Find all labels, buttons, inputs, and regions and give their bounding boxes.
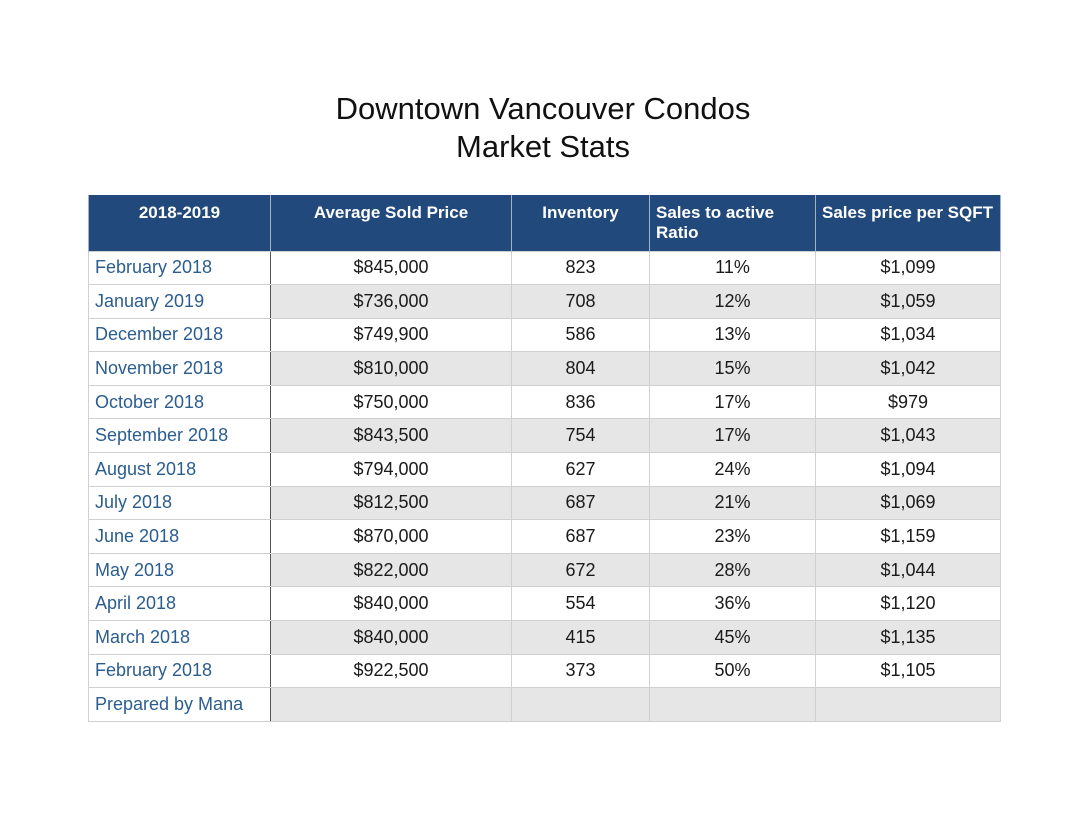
table-row: February 2018 $922,500 373 50% $1,105 — [88, 653, 1001, 689]
average-sold-price-cell: $822,000 — [270, 552, 512, 588]
month-cell: September 2018 — [88, 418, 271, 454]
column-header-period: 2018-2019 — [88, 195, 271, 251]
average-sold-price-cell: $845,000 — [270, 250, 512, 286]
table-row: November 2018 $810,000 804 15% $1,042 — [88, 351, 1001, 386]
column-header-inventory: Inventory — [511, 195, 650, 251]
month-cell: July 2018 — [88, 485, 271, 521]
sales-price-per-sqft-cell: $1,059 — [815, 284, 1001, 319]
sales-price-per-sqft-cell: $1,042 — [815, 351, 1001, 386]
month-cell: November 2018 — [88, 351, 271, 386]
month-cell: June 2018 — [88, 519, 271, 554]
inventory-cell: 804 — [511, 351, 650, 386]
sales-to-active-ratio-cell: 24% — [649, 452, 816, 487]
empty-cell — [815, 687, 1001, 722]
column-header-sales-to-active-ratio: Sales to active Ratio — [649, 195, 816, 251]
sales-to-active-ratio-cell: 23% — [649, 519, 816, 554]
sales-to-active-ratio-cell: 21% — [649, 485, 816, 521]
table-body: February 2018 $845,000 823 11% $1,099 January… — [88, 250, 1001, 722]
average-sold-price-cell: $843,500 — [270, 418, 512, 454]
month-cell: February 2018 — [88, 653, 271, 689]
month-cell: August 2018 — [88, 452, 271, 487]
sales-price-per-sqft-cell: $1,120 — [815, 586, 1001, 622]
footer-row: Prepared by Mana — [88, 687, 1001, 722]
table-row: September 2018 $843,500 754 17% $1,043 — [88, 418, 1001, 454]
inventory-cell: 586 — [511, 317, 650, 353]
average-sold-price-cell: $810,000 — [270, 351, 512, 386]
chart-title: Downtown Vancouver Condos Market Stats — [0, 90, 1086, 166]
month-cell: October 2018 — [88, 384, 271, 420]
average-sold-price-cell: $749,900 — [270, 317, 512, 353]
inventory-cell: 708 — [511, 284, 650, 319]
month-cell: April 2018 — [88, 586, 271, 622]
month-cell: March 2018 — [88, 620, 271, 655]
average-sold-price-cell: $922,500 — [270, 653, 512, 689]
month-cell: December 2018 — [88, 317, 271, 353]
month-cell: May 2018 — [88, 552, 271, 588]
average-sold-price-cell: $840,000 — [270, 586, 512, 622]
sales-price-per-sqft-cell: $1,044 — [815, 552, 1001, 588]
column-header-sales-price-per-sqft: Sales price per SQFT — [815, 195, 1001, 251]
sales-to-active-ratio-cell: 17% — [649, 418, 816, 454]
sales-price-per-sqft-cell: $979 — [815, 384, 1001, 420]
empty-cell — [270, 687, 512, 722]
table-row: May 2018 $822,000 672 28% $1,044 — [88, 552, 1001, 588]
inventory-cell: 373 — [511, 653, 650, 689]
sales-price-per-sqft-cell: $1,105 — [815, 653, 1001, 689]
month-cell: January 2019 — [88, 284, 271, 319]
table-row: October 2018 $750,000 836 17% $979 — [88, 384, 1001, 420]
sales-price-per-sqft-cell: $1,099 — [815, 250, 1001, 286]
average-sold-price-cell: $870,000 — [270, 519, 512, 554]
empty-cell — [649, 687, 816, 722]
average-sold-price-cell: $840,000 — [270, 620, 512, 655]
average-sold-price-cell: $750,000 — [270, 384, 512, 420]
table-row: June 2018 $870,000 687 23% $1,159 — [88, 519, 1001, 554]
sales-to-active-ratio-cell: 12% — [649, 284, 816, 319]
average-sold-price-cell: $794,000 — [270, 452, 512, 487]
title-line-2: Market Stats — [456, 129, 630, 164]
sales-to-active-ratio-cell: 17% — [649, 384, 816, 420]
table-row: December 2018 $749,900 586 13% $1,034 — [88, 317, 1001, 353]
inventory-cell: 687 — [511, 485, 650, 521]
market-stats-table: 2018-2019 Average Sold Price Inventory S… — [88, 195, 1001, 722]
empty-cell — [511, 687, 650, 722]
table-row: April 2018 $840,000 554 36% $1,120 — [88, 586, 1001, 622]
sales-to-active-ratio-cell: 28% — [649, 552, 816, 588]
sales-price-per-sqft-cell: $1,034 — [815, 317, 1001, 353]
table-row: August 2018 $794,000 627 24% $1,094 — [88, 452, 1001, 487]
inventory-cell: 754 — [511, 418, 650, 454]
table-row: January 2019 $736,000 708 12% $1,059 — [88, 284, 1001, 319]
header-row: 2018-2019 Average Sold Price Inventory S… — [88, 195, 1001, 251]
sales-to-active-ratio-cell: 36% — [649, 586, 816, 622]
sales-to-active-ratio-cell: 13% — [649, 317, 816, 353]
inventory-cell: 823 — [511, 250, 650, 286]
table-header: 2018-2019 Average Sold Price Inventory S… — [88, 195, 1001, 251]
month-cell: February 2018 — [88, 250, 271, 286]
sales-price-per-sqft-cell: $1,043 — [815, 418, 1001, 454]
inventory-cell: 836 — [511, 384, 650, 420]
sales-price-per-sqft-cell: $1,094 — [815, 452, 1001, 487]
sales-to-active-ratio-cell: 11% — [649, 250, 816, 286]
title-line-1: Downtown Vancouver Condos — [335, 91, 751, 126]
prepared-by-label: Prepared by Mana — [88, 687, 271, 722]
inventory-cell: 415 — [511, 620, 650, 655]
sales-price-per-sqft-cell: $1,069 — [815, 485, 1001, 521]
table-row: February 2018 $845,000 823 11% $1,099 — [88, 250, 1001, 286]
average-sold-price-cell: $812,500 — [270, 485, 512, 521]
sales-to-active-ratio-cell: 15% — [649, 351, 816, 386]
table-row: March 2018 $840,000 415 45% $1,135 — [88, 620, 1001, 655]
table-row: July 2018 $812,500 687 21% $1,069 — [88, 485, 1001, 521]
sales-to-active-ratio-cell: 50% — [649, 653, 816, 689]
inventory-cell: 554 — [511, 586, 650, 622]
average-sold-price-cell: $736,000 — [270, 284, 512, 319]
inventory-cell: 687 — [511, 519, 650, 554]
sales-price-per-sqft-cell: $1,135 — [815, 620, 1001, 655]
inventory-cell: 627 — [511, 452, 650, 487]
column-header-average-sold-price: Average Sold Price — [270, 195, 512, 251]
sales-to-active-ratio-cell: 45% — [649, 620, 816, 655]
inventory-cell: 672 — [511, 552, 650, 588]
sales-price-per-sqft-cell: $1,159 — [815, 519, 1001, 554]
